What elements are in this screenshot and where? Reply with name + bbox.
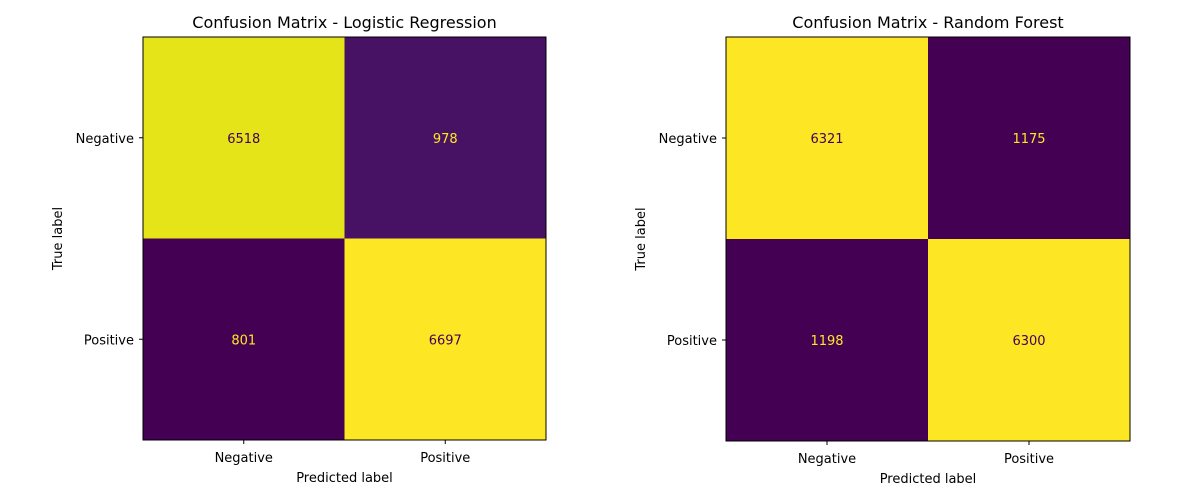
heatmap-cell: [143, 37, 345, 239]
y-tick-label: Positive: [667, 334, 717, 349]
axes-frame: [142, 36, 547, 441]
cell-value-label: 978: [433, 132, 458, 147]
cell-value-label: 1175: [1012, 132, 1045, 147]
chart-title: Confusion Matrix - Logistic Regression: [192, 13, 496, 32]
cell-value-label: 1198: [810, 334, 843, 349]
x-tick-label: Negative: [215, 451, 273, 466]
y-axis-label: True label: [634, 207, 649, 271]
axes-frame: [725, 36, 1131, 442]
panels: 6518 978 801 6697 Negative Positive Negative Po…: [51, 13, 1131, 487]
cell-value-label: 801: [231, 333, 256, 348]
heatmap-cell: [143, 238, 345, 440]
heatmap-cell: [726, 37, 928, 239]
cell-value-label: 6300: [1012, 334, 1045, 349]
heatmap-panel-1: 6518 978 801 6697 Negative Positive Negative Po…: [51, 13, 547, 486]
x-tick-label: Positive: [420, 451, 470, 466]
y-tick-label: Negative: [659, 132, 717, 147]
x-axis-label: Predicted label: [880, 472, 977, 487]
chart-title: Confusion Matrix - Random Forest: [792, 13, 1063, 32]
x-axis-label: Predicted label: [296, 471, 393, 486]
heatmap-cell: [344, 37, 546, 239]
heatmap-cell: [928, 239, 1130, 441]
heatmap-cell: [928, 37, 1130, 239]
heatmap-panel-2: 6321 1175 1198 6300 Negative Positive Negative…: [634, 13, 1131, 487]
x-tick-label: Negative: [798, 452, 856, 467]
y-axis-label: True label: [51, 207, 66, 271]
cell-value-label: 6518: [227, 132, 260, 147]
cell-value-label: 6697: [429, 333, 462, 348]
x-tick-label: Positive: [1004, 452, 1054, 467]
heatmap-cell: [344, 238, 546, 440]
heatmap-cell: [726, 239, 928, 441]
cell-value-label: 6321: [810, 132, 843, 147]
y-tick-label: Positive: [84, 333, 134, 348]
y-tick-label: Negative: [76, 132, 134, 147]
